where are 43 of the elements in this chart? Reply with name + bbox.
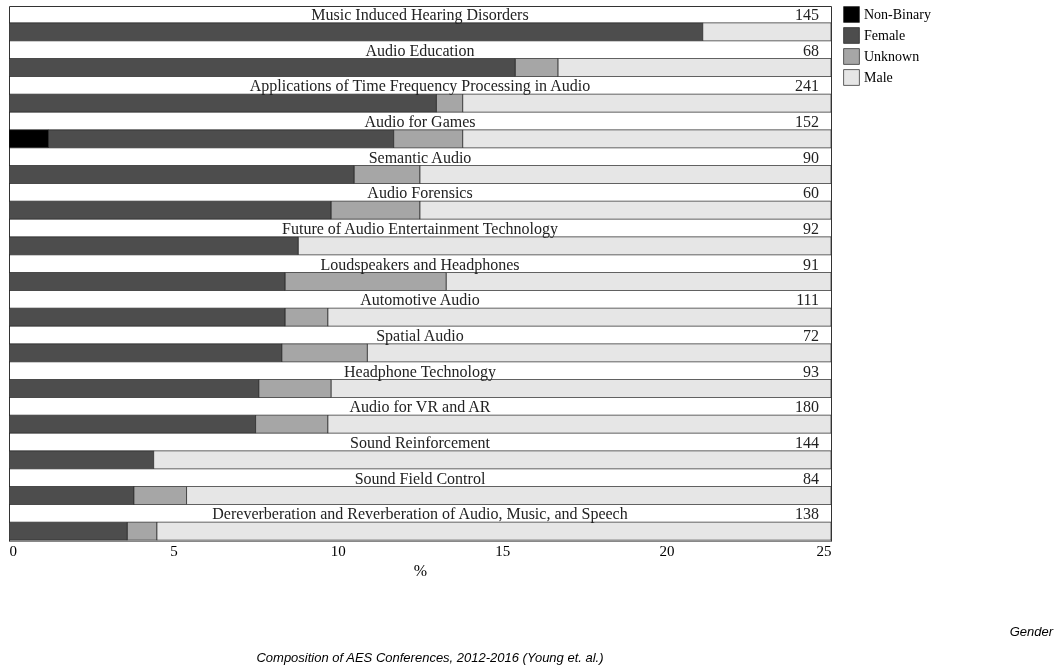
annotation: 72: [803, 326, 819, 344]
x-tick-label: 10: [330, 542, 346, 559]
y-tick-label: Audio Forensics: [367, 184, 473, 202]
y-tick-label: Headphone Technology: [344, 362, 496, 381]
annotation: 241: [795, 77, 819, 95]
annotation: 68: [803, 41, 819, 59]
annotation: 180: [795, 398, 819, 416]
x-tick-label: 15: [495, 542, 511, 559]
legend-label: Female: [864, 27, 906, 43]
legend-label: Male: [864, 69, 893, 85]
annotation: 144: [795, 433, 819, 451]
y-tick-label: Sound Field Control: [354, 469, 486, 487]
y-tick-label: Audio for VR and AR: [349, 398, 491, 416]
y-tick-label: Applications of Time Frequency Processing in Audio: [249, 77, 591, 96]
y-tick-label: Sound Reinforcement: [350, 433, 491, 451]
y-tick-label: Future of Audio Entertainment Technology: [282, 219, 558, 238]
annotation: 84: [803, 469, 819, 487]
annotation: 93: [803, 362, 819, 380]
annotation: 138: [795, 505, 819, 523]
x-tick-label: 0: [9, 542, 17, 559]
legend-label: Non-Binary: [864, 6, 931, 22]
annotation: 60: [803, 184, 819, 202]
x-axis-title: %: [413, 561, 428, 579]
annotation: 91: [803, 255, 819, 273]
y-tick-label: Spatial Audio: [376, 326, 464, 345]
y-tick-label: Audio Education: [365, 41, 475, 59]
annotation: 152: [795, 112, 819, 130]
annotation: 145: [795, 5, 819, 23]
text: Gender: [1009, 624, 1053, 639]
annotation: 92: [803, 219, 819, 237]
y-tick-label: Semantic Audio: [368, 148, 472, 166]
annotation: 111: [796, 291, 819, 309]
legend-label: Unknown: [864, 48, 920, 64]
y-tick-label: Audio for Games: [364, 112, 476, 130]
annotation: 90: [803, 148, 819, 166]
x-tick-label: 20: [659, 542, 675, 559]
x-tick-label: 25: [816, 542, 832, 559]
y-tick-label: Dereverberation and Reverberation of Audio, Music, and Speech: [212, 505, 628, 524]
y-tick-label: Music Induced Hearing Disorders: [311, 5, 529, 24]
text: Composition of AES Conferences, 2012-2016 (Young et. al.): [255, 650, 605, 665]
y-tick-label: Loudspeakers and Headphones: [320, 255, 520, 274]
x-tick-label: 5: [170, 542, 178, 559]
y-tick-label: Automotive Audio: [360, 291, 480, 309]
